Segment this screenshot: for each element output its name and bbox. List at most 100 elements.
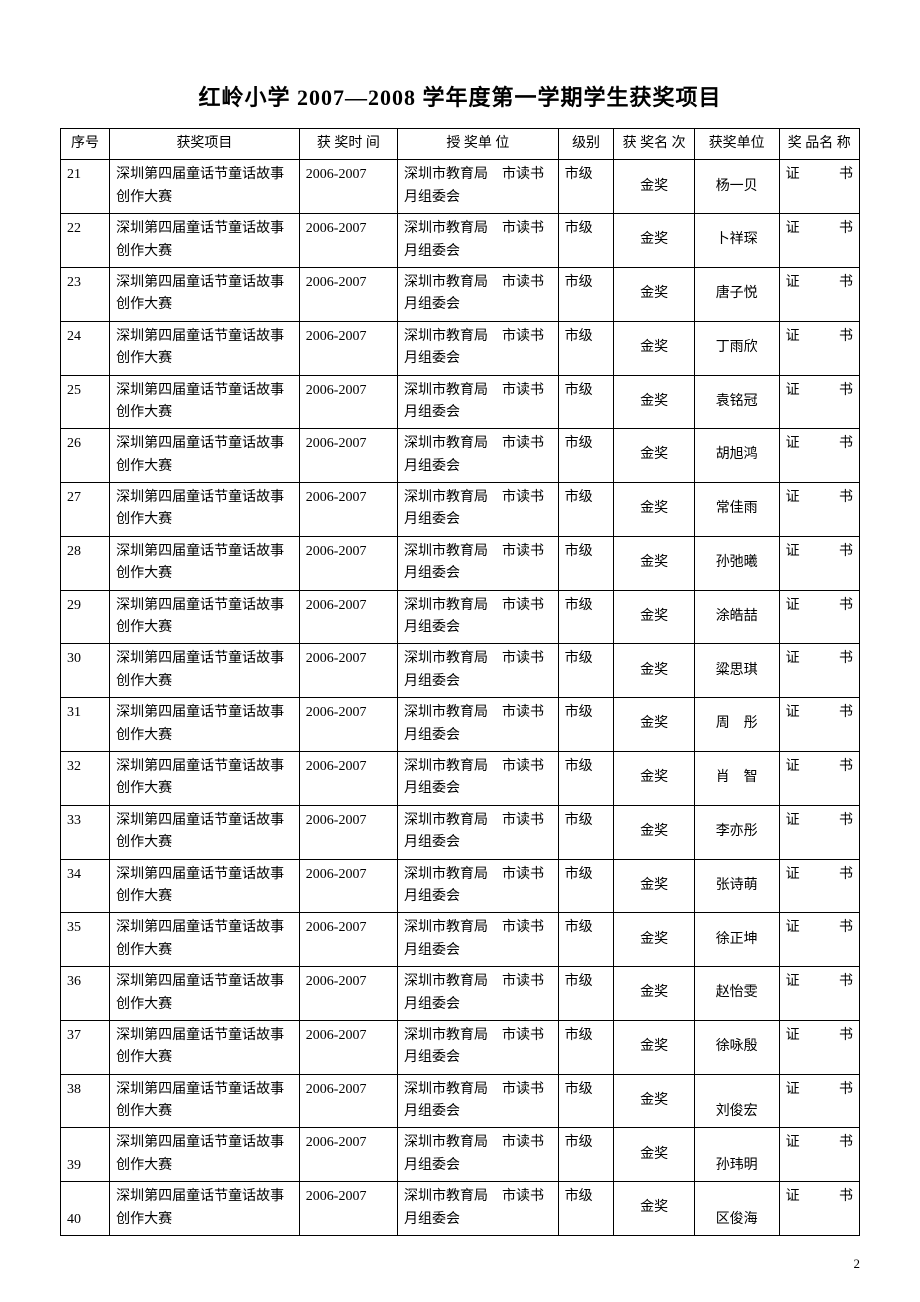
cell-winner: 孙弛曦 [694,536,779,590]
cell-prize: 证 书 [779,429,859,483]
cell-project: 深圳第四届童话节童话故事创作大赛 [110,483,300,537]
cell-prize: 证 书 [779,698,859,752]
cell-org: 深圳市教育局 市读书月组委会 [397,1020,558,1074]
cell-seq: 27 [61,483,110,537]
cell-time: 2006-2007 [299,751,397,805]
cell-project: 深圳第四届童话节童话故事创作大赛 [110,1182,300,1236]
cell-seq: 29 [61,590,110,644]
cell-project: 深圳第四届童话节童话故事创作大赛 [110,590,300,644]
cell-prize: 证 书 [779,267,859,321]
table-row: 33深圳第四届童话节童话故事创作大赛2006-2007深圳市教育局 市读书月组委… [61,805,860,859]
table-row: 40深圳第四届童话节童话故事创作大赛2006-2007深圳市教育局 市读书月组委… [61,1182,860,1236]
cell-prize: 证 书 [779,644,859,698]
cell-rank: 金奖 [614,698,694,752]
cell-org: 深圳市教育局 市读书月组委会 [397,1128,558,1182]
cell-winner: 袁铭冠 [694,375,779,429]
cell-rank: 金奖 [614,751,694,805]
cell-time: 2006-2007 [299,1074,397,1128]
cell-level: 市级 [558,805,614,859]
cell-org: 深圳市教育局 市读书月组委会 [397,805,558,859]
cell-time: 2006-2007 [299,536,397,590]
cell-rank: 金奖 [614,805,694,859]
cell-prize: 证 书 [779,1074,859,1128]
cell-rank: 金奖 [614,429,694,483]
cell-winner: 胡旭鸿 [694,429,779,483]
cell-org: 深圳市教育局 市读书月组委会 [397,967,558,1021]
cell-prize: 证 书 [779,859,859,913]
cell-project: 深圳第四届童话节童话故事创作大赛 [110,1128,300,1182]
cell-project: 深圳第四届童话节童话故事创作大赛 [110,913,300,967]
cell-winner: 卜祥琛 [694,214,779,268]
cell-prize: 证 书 [779,751,859,805]
cell-project: 深圳第四届童话节童话故事创作大赛 [110,1074,300,1128]
cell-project: 深圳第四届童话节童话故事创作大赛 [110,321,300,375]
cell-time: 2006-2007 [299,1128,397,1182]
cell-rank: 金奖 [614,967,694,1021]
cell-org: 深圳市教育局 市读书月组委会 [397,1074,558,1128]
cell-winner: 常佳雨 [694,483,779,537]
header-rank: 获 奖名 次 [614,129,694,160]
cell-rank: 金奖 [614,321,694,375]
header-winner: 获奖单位 [694,129,779,160]
header-project: 获奖项目 [110,129,300,160]
page-title: 红岭小学 2007—2008 学年度第一学期学生获奖项目 [60,80,860,112]
cell-org: 深圳市教育局 市读书月组委会 [397,536,558,590]
cell-time: 2006-2007 [299,214,397,268]
cell-org: 深圳市教育局 市读书月组委会 [397,859,558,913]
cell-time: 2006-2007 [299,267,397,321]
cell-project: 深圳第四届童话节童话故事创作大赛 [110,805,300,859]
cell-winner: 区俊海 [694,1182,779,1236]
cell-rank: 金奖 [614,859,694,913]
table-row: 22深圳第四届童话节童话故事创作大赛2006-2007深圳市教育局 市读书月组委… [61,214,860,268]
cell-seq: 21 [61,160,110,214]
header-time: 获 奖时 间 [299,129,397,160]
table-row: 38深圳第四届童话节童话故事创作大赛2006-2007深圳市教育局 市读书月组委… [61,1074,860,1128]
table-row: 36深圳第四届童话节童话故事创作大赛2006-2007深圳市教育局 市读书月组委… [61,967,860,1021]
cell-project: 深圳第四届童话节童话故事创作大赛 [110,698,300,752]
cell-winner: 肖 智 [694,751,779,805]
cell-winner: 杨一贝 [694,160,779,214]
cell-time: 2006-2007 [299,859,397,913]
cell-org: 深圳市教育局 市读书月组委会 [397,590,558,644]
cell-prize: 证 书 [779,160,859,214]
cell-level: 市级 [558,1182,614,1236]
cell-project: 深圳第四届童话节童话故事创作大赛 [110,429,300,483]
table-row: 28深圳第四届童话节童话故事创作大赛2006-2007深圳市教育局 市读书月组委… [61,536,860,590]
cell-prize: 证 书 [779,536,859,590]
cell-level: 市级 [558,160,614,214]
cell-rank: 金奖 [614,590,694,644]
cell-winner: 孙玮明 [694,1128,779,1182]
table-row: 31深圳第四届童话节童话故事创作大赛2006-2007深圳市教育局 市读书月组委… [61,698,860,752]
cell-seq: 37 [61,1020,110,1074]
cell-project: 深圳第四届童话节童话故事创作大赛 [110,1020,300,1074]
table-row: 26深圳第四届童话节童话故事创作大赛2006-2007深圳市教育局 市读书月组委… [61,429,860,483]
cell-level: 市级 [558,321,614,375]
cell-time: 2006-2007 [299,483,397,537]
cell-prize: 证 书 [779,1182,859,1236]
cell-level: 市级 [558,267,614,321]
cell-level: 市级 [558,536,614,590]
cell-seq: 25 [61,375,110,429]
cell-winner: 徐正坤 [694,913,779,967]
cell-level: 市级 [558,751,614,805]
cell-winner: 唐子悦 [694,267,779,321]
cell-seq: 24 [61,321,110,375]
cell-prize: 证 书 [779,375,859,429]
cell-rank: 金奖 [614,214,694,268]
cell-seq: 38 [61,1074,110,1128]
cell-level: 市级 [558,967,614,1021]
cell-org: 深圳市教育局 市读书月组委会 [397,267,558,321]
cell-prize: 证 书 [779,483,859,537]
cell-winner: 赵怡雯 [694,967,779,1021]
cell-level: 市级 [558,913,614,967]
header-row: 序号 获奖项目 获 奖时 间 授 奖单 位 级别 获 奖名 次 获奖单位 奖 品… [61,129,860,160]
cell-rank: 金奖 [614,913,694,967]
cell-level: 市级 [558,429,614,483]
table-row: 25深圳第四届童话节童话故事创作大赛2006-2007深圳市教育局 市读书月组委… [61,375,860,429]
cell-org: 深圳市教育局 市读书月组委会 [397,429,558,483]
cell-level: 市级 [558,483,614,537]
cell-org: 深圳市教育局 市读书月组委会 [397,698,558,752]
cell-prize: 证 书 [779,321,859,375]
table-row: 32深圳第四届童话节童话故事创作大赛2006-2007深圳市教育局 市读书月组委… [61,751,860,805]
table-row: 24深圳第四届童话节童话故事创作大赛2006-2007深圳市教育局 市读书月组委… [61,321,860,375]
